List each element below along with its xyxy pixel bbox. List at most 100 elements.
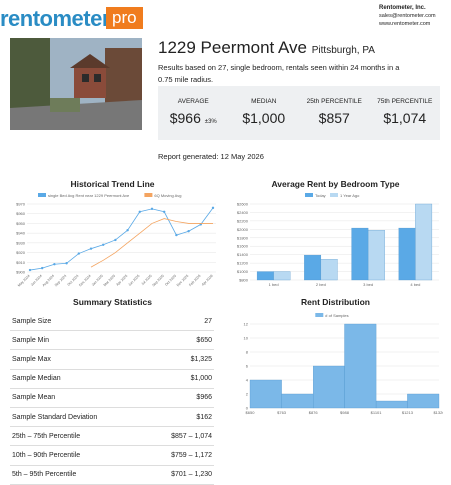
point xyxy=(126,229,129,232)
table-row: Sample Min $650 xyxy=(10,330,214,351)
x-tick-label: $988 xyxy=(340,410,350,415)
legend-label: Today xyxy=(315,193,326,198)
y-tick-label: 0 xyxy=(246,406,249,411)
website[interactable]: www.rentometer.com xyxy=(379,21,431,27)
logo[interactable]: rentometer xyxy=(0,6,110,31)
stat-label: MEDIAN xyxy=(251,98,277,105)
stat-note: ±3% xyxy=(204,119,217,125)
x-tick-label: 1 bed xyxy=(269,282,279,287)
point xyxy=(53,263,56,266)
y-tick-label: $2200 xyxy=(237,218,249,223)
bar xyxy=(304,254,322,281)
bar xyxy=(273,271,291,281)
y-tick-label: $1600 xyxy=(237,244,249,249)
stat-value-row: $857 xyxy=(299,110,370,126)
stat: 25th PERCENTILE $857 xyxy=(299,86,370,140)
point xyxy=(102,243,105,246)
y-tick-label: $2600 xyxy=(237,202,249,207)
chart: Today 1 Year Ago $800 $1000 $1200 $1400 $1600 $… xyxy=(237,193,439,287)
x-tick-label: Dec 2025 xyxy=(176,274,189,287)
y-tick-label: $1200 xyxy=(237,261,249,266)
point xyxy=(187,230,190,233)
row-label: 10th – 90th Percentile xyxy=(10,445,146,466)
legend-label: 6Q Moving Avg xyxy=(154,193,181,198)
x-tick-label: $1326 xyxy=(433,410,443,415)
company: Rentometer, Inc. xyxy=(379,5,426,11)
row-label: 5th – 95th Percentile xyxy=(10,465,146,485)
row-value: $966 xyxy=(145,388,214,408)
y-tick-label: $910 xyxy=(16,260,26,265)
logo-badge: pro xyxy=(106,7,143,29)
y-tick-label: 4 xyxy=(246,378,249,383)
row-label: Sample Max xyxy=(10,349,146,370)
company-info: Rentometer, Inc. sales@rentometer.com ww… xyxy=(379,4,439,28)
x-tick-label: Aug 2024 xyxy=(42,274,55,287)
table-title: Summary Statistics xyxy=(73,297,152,307)
line-series xyxy=(29,207,214,271)
y-tick-label: $970 xyxy=(16,202,26,207)
legend-swatch xyxy=(305,193,313,197)
histogram-bar xyxy=(281,393,314,409)
bar xyxy=(415,203,433,281)
row-label: Sample Size xyxy=(10,312,146,332)
y-tick-label: 2 xyxy=(246,392,249,397)
point xyxy=(211,206,215,210)
stat: 75th PERCENTILE $1,074 xyxy=(370,86,441,140)
point xyxy=(28,268,32,272)
legend-swatch xyxy=(315,313,324,317)
summary-table: Sample Size 27 Sample Min $650 Sample Max $1,… xyxy=(10,312,214,485)
stat-value: $966 xyxy=(169,110,201,126)
legend-label: single Bed Avg Rent near 1229 Peermont A… xyxy=(48,193,130,198)
x-tick-label: $1213 xyxy=(402,410,414,415)
description: Results based on 27, single bedroom, ren… xyxy=(158,63,400,84)
x-tick-label: Mar 2025 xyxy=(103,274,116,287)
row-label: Sample Min xyxy=(10,330,146,351)
x-tick-label: $876 xyxy=(309,410,319,415)
y-tick-label: 6 xyxy=(246,364,249,369)
point xyxy=(114,238,117,242)
x-tick-label: $1101 xyxy=(371,410,383,415)
point xyxy=(150,207,154,211)
stat-value-row: $966 ±3% xyxy=(158,110,229,126)
y-tick-label: $900 xyxy=(16,270,26,275)
y-tick-label: 8 xyxy=(246,350,249,355)
point xyxy=(163,210,166,213)
histogram-bar xyxy=(375,400,408,409)
table-row: Sample Max $1,325 xyxy=(10,349,214,370)
chart: single Bed Avg Rent near 1229 Peermont A… xyxy=(16,193,216,288)
y-tick-label: $920 xyxy=(16,250,26,255)
city: Pittsburgh, PA xyxy=(311,45,375,56)
y-tick-label: $800 xyxy=(239,278,249,283)
y-tick-label: 12 xyxy=(244,322,249,327)
stat-value: $857 xyxy=(318,110,350,126)
point xyxy=(175,233,178,237)
x-tick-label: Feb 2026 xyxy=(188,274,201,287)
row-label: Sample Standard Deviation xyxy=(10,407,146,428)
stat-label: 25th PERCENTILE xyxy=(306,98,362,105)
stat-value: $1,000 xyxy=(242,110,286,126)
report-date: Report generated: 12 May 2026 xyxy=(158,152,264,161)
chart-title: Historical Trend Line xyxy=(70,179,155,189)
table-row: 25th – 75th Percentile $857 – 1,074 xyxy=(10,426,214,447)
x-tick-label: Apr 2025 xyxy=(115,274,128,287)
bar xyxy=(367,230,385,281)
line-series xyxy=(90,218,213,268)
table-row: 5th – 95th Percentile $701 – 1,230 xyxy=(10,465,214,485)
y-tick-label: $1800 xyxy=(237,235,249,240)
table-row: Sample Size 27 xyxy=(10,312,214,332)
row-value: $857 – 1,074 xyxy=(145,426,214,447)
row-value: $162 xyxy=(145,407,214,428)
point xyxy=(77,252,81,255)
histogram-bar xyxy=(407,393,440,409)
x-tick-label: Sep 2025 xyxy=(151,274,164,287)
legend-swatch xyxy=(38,193,46,197)
stat-label: 75th PERCENTILE xyxy=(377,98,433,105)
street: 1229 Peermont Ave xyxy=(158,38,308,57)
email[interactable]: sales@rentometer.com xyxy=(379,13,436,19)
row-value: $1,325 xyxy=(145,349,214,370)
address: 1229 Peermont Ave Pittsburgh, PA xyxy=(158,38,375,58)
bar xyxy=(256,271,274,281)
row-value: $1,000 xyxy=(145,369,214,389)
x-tick-label: $650 xyxy=(246,410,256,415)
